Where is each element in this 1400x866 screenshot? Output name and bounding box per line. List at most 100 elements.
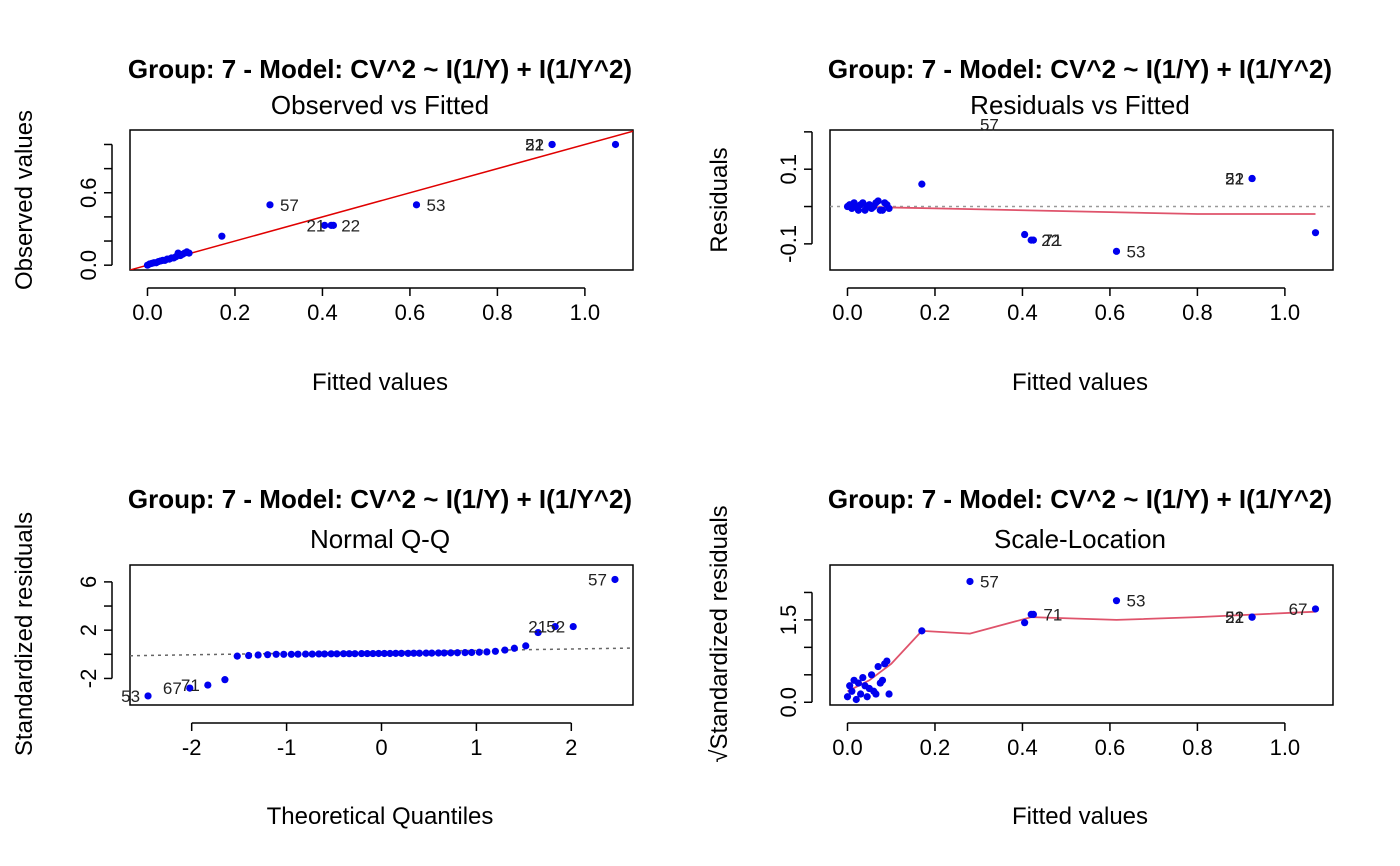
x-tick-label: 0.2 — [220, 300, 251, 325]
x-tick-label: 0.2 — [920, 300, 951, 325]
data-point — [534, 628, 542, 637]
x-tick-label: 0.6 — [1095, 300, 1126, 325]
x-tick-label: 0.6 — [1095, 735, 1126, 760]
residuals-vs-fitted-panel: Group: 7 - Model: CV^2 ~ I(1/Y) + I(1/Y^… — [706, 54, 1334, 396]
data-point — [475, 648, 483, 656]
data-point — [883, 657, 891, 665]
data-point — [333, 650, 341, 658]
x-tick-label: 1.0 — [1270, 300, 1301, 325]
data-point — [1248, 174, 1256, 183]
data-point — [611, 575, 619, 584]
point-label: 21 — [525, 135, 544, 154]
data-point — [301, 650, 310, 658]
data-point — [327, 650, 335, 658]
panel-subtitle: Observed vs Fitted — [271, 90, 489, 120]
y-tick-label: -0.1 — [776, 225, 801, 263]
point-label: 22 — [1041, 231, 1060, 250]
data-point — [510, 644, 518, 652]
y-tick-label: 0.0 — [76, 250, 101, 281]
reference-line — [130, 130, 633, 270]
plot-frame — [829, 564, 1334, 706]
x-axis-label: Fitted values — [1012, 369, 1148, 396]
data-point — [440, 649, 448, 657]
data-point — [320, 650, 329, 658]
scale-location-panel: Group: 7 - Model: CV^2 ~ I(1/Y) + I(1/Y^… — [706, 484, 1334, 830]
data-point — [186, 684, 194, 692]
plot-area — [843, 577, 1320, 704]
data-point — [1311, 229, 1320, 237]
data-point — [329, 221, 337, 229]
y-axis-label: Standardized residuals — [11, 512, 38, 756]
data-point — [548, 140, 556, 149]
x-tick-label: 0.0 — [132, 300, 163, 325]
point-label: 22 — [341, 216, 360, 235]
data-point — [874, 197, 882, 205]
normal-qq-panel: Group: 7 - Model: CV^2 ~ I(1/Y) + I(1/Y^… — [11, 484, 634, 830]
data-point — [859, 673, 867, 682]
panel-subtitle: Normal Q-Q — [310, 524, 450, 554]
point-label: 53 — [1126, 592, 1145, 611]
data-point — [204, 681, 212, 689]
data-point — [280, 650, 288, 658]
x-tick-label: 0.0 — [832, 300, 863, 325]
point-label: 21 — [528, 618, 547, 637]
data-point — [144, 692, 152, 700]
data-point — [412, 201, 421, 209]
x-tick-label: 0.8 — [1182, 300, 1213, 325]
data-point — [392, 649, 400, 657]
point-label: 57 — [980, 572, 999, 591]
panel-title: Group: 7 - Model: CV^2 ~ I(1/Y) + I(1/Y^… — [828, 484, 1332, 514]
data-point — [863, 693, 871, 701]
data-point — [185, 249, 193, 257]
data-point — [1029, 236, 1037, 244]
x-tick-label: 1.0 — [1270, 735, 1301, 760]
data-point — [918, 627, 926, 635]
data-point — [453, 649, 462, 657]
data-point — [918, 180, 926, 188]
data-point — [447, 649, 455, 657]
data-point — [357, 649, 366, 658]
x-axis-label: Fitted values — [1012, 803, 1148, 830]
data-point — [885, 690, 893, 698]
x-tick-label: 0.8 — [1182, 735, 1213, 760]
plot-frame — [829, 129, 1334, 271]
panel-subtitle: Scale-Location — [994, 524, 1166, 554]
data-point — [501, 646, 509, 654]
data-point — [308, 650, 316, 658]
data-point — [266, 201, 274, 209]
data-point — [218, 232, 226, 240]
point-label: 71 — [1043, 231, 1062, 250]
point-label: 67 — [1289, 600, 1308, 619]
data-point — [245, 651, 253, 660]
data-point — [221, 676, 229, 684]
y-axis-label: Residuals — [706, 147, 733, 252]
data-point — [428, 649, 436, 657]
x-tick-label: 0.2 — [920, 735, 951, 760]
y-tick-label: -2 — [76, 669, 101, 689]
data-point — [272, 650, 280, 658]
x-tick-label: -1 — [277, 735, 297, 760]
plot-area — [830, 174, 1333, 255]
data-point — [363, 649, 371, 658]
data-point — [491, 647, 499, 655]
y-tick-label: 0.1 — [776, 154, 801, 185]
point-label: 71 — [181, 676, 200, 695]
point-label: 57 — [588, 570, 607, 589]
point-label: 21 — [1225, 608, 1244, 627]
x-tick-label: 0.4 — [1007, 300, 1038, 325]
plot-area — [130, 130, 633, 270]
plot-frame — [129, 129, 634, 271]
point-label: 52 — [1225, 170, 1244, 189]
observed-vs-fitted-panel: Group: 7 - Model: CV^2 ~ I(1/Y) + I(1/Y^… — [11, 54, 634, 396]
data-point — [522, 642, 530, 650]
point-label: 52 — [546, 618, 565, 637]
data-point — [321, 221, 329, 229]
data-point — [351, 650, 359, 658]
data-point — [422, 649, 430, 657]
data-point — [551, 622, 559, 631]
x-tick-label: 1.0 — [570, 300, 601, 325]
data-point — [434, 649, 443, 657]
data-point — [369, 649, 377, 658]
data-point — [315, 650, 323, 658]
point-label: 21 — [1225, 170, 1244, 189]
